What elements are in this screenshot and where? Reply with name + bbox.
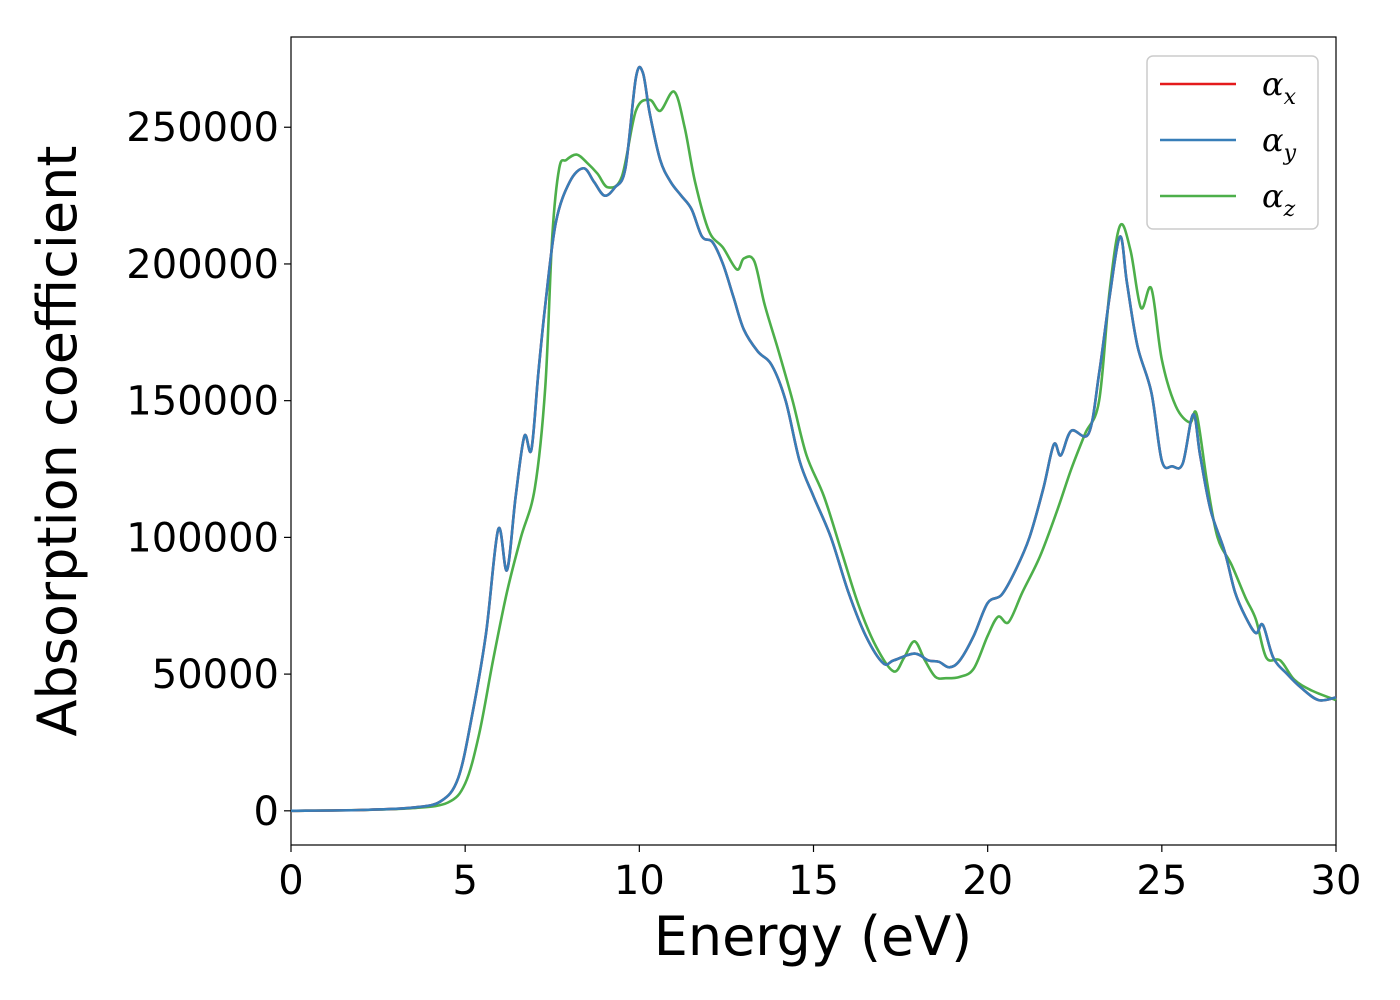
y-tick-label: 100000 — [126, 515, 279, 561]
y-axis: 0 50000 100000 150000 200000 250000 — [126, 105, 291, 835]
x-tick-label: 15 — [788, 858, 839, 904]
y-tick-label: 0 — [254, 789, 279, 835]
legend-label-y: αy — [1262, 121, 1297, 166]
series-line-z — [290, 90, 1337, 813]
x-tick-label: 0 — [278, 858, 303, 904]
x-tick-label: 10 — [614, 858, 665, 904]
x-tick-label: 5 — [452, 858, 477, 904]
x-tick-label: 20 — [962, 858, 1013, 904]
series-layer — [290, 65, 1337, 813]
legend-label-x: αx — [1262, 65, 1297, 110]
y-tick-label: 250000 — [126, 105, 279, 151]
x-tick-label: 30 — [1311, 858, 1362, 904]
x-axis: 0 5 10 15 20 25 30 — [278, 845, 1361, 904]
legend: αx αy αz — [1146, 55, 1319, 230]
y-tick-label: 200000 — [126, 242, 279, 288]
series-line-y — [290, 65, 1337, 813]
y-axis-title: Absorption coefficient — [26, 146, 89, 737]
x-tick-label: 25 — [1136, 858, 1187, 904]
y-tick-label: 50000 — [152, 652, 279, 698]
x-axis-title: Energy (eV) — [654, 905, 973, 968]
legend-box — [1146, 55, 1319, 230]
y-tick-label: 150000 — [126, 379, 279, 425]
legend-label-z: αz — [1262, 177, 1296, 222]
